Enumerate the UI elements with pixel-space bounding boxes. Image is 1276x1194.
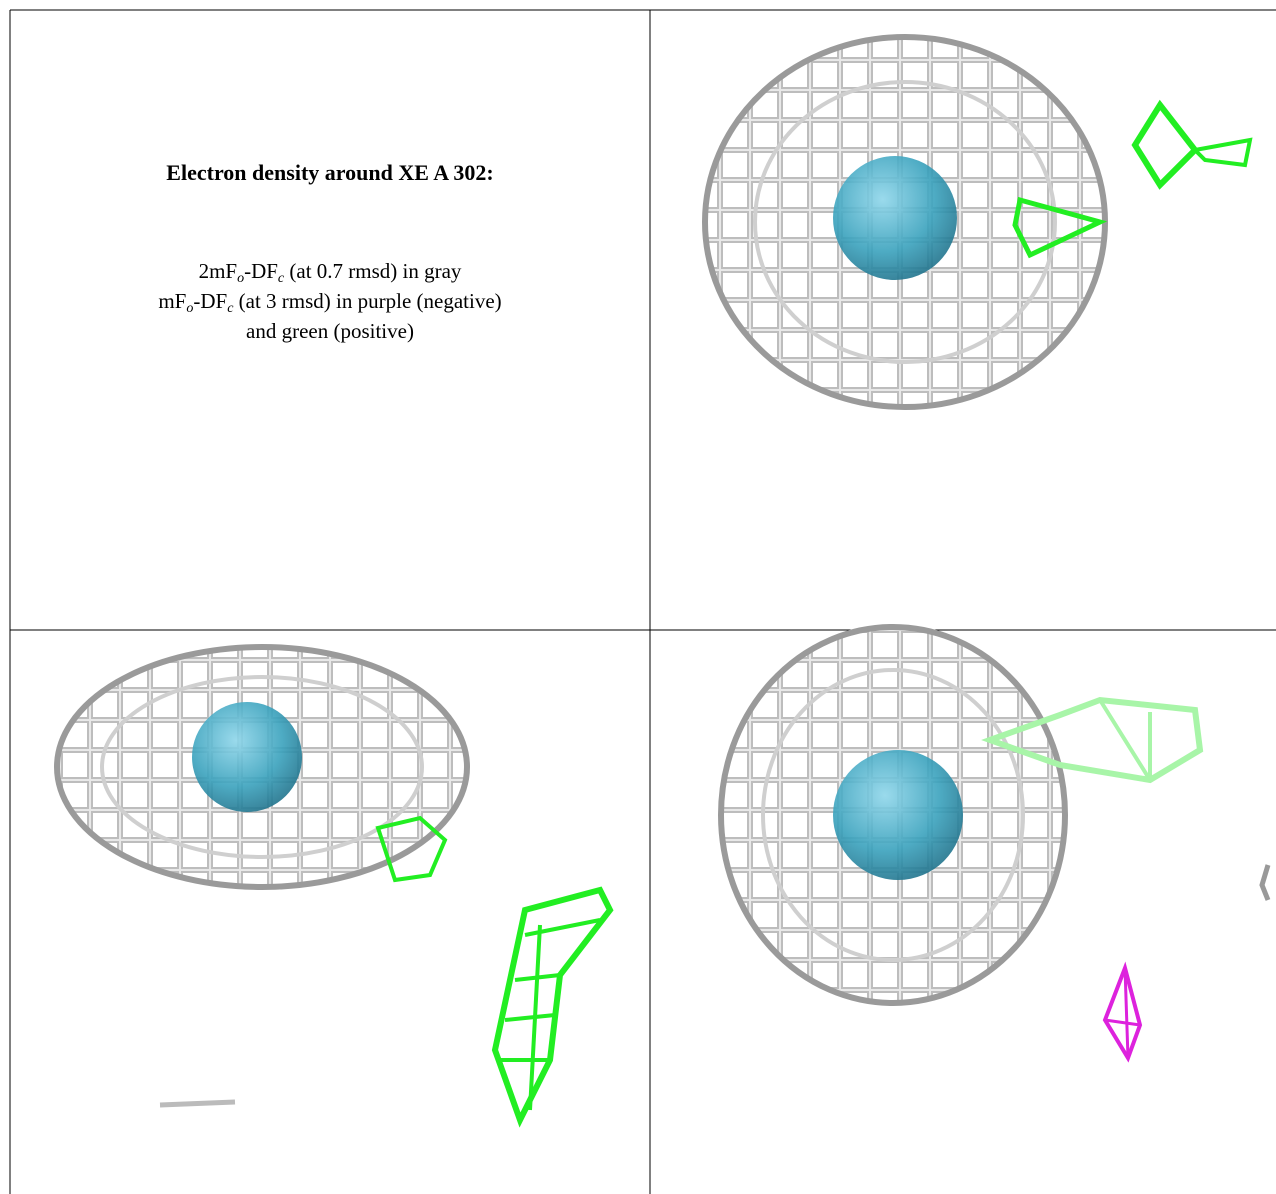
subscript: c xyxy=(227,301,234,316)
text: -DF xyxy=(193,289,228,313)
legend-line: and green (positive) xyxy=(246,319,414,343)
subscript: o xyxy=(237,271,245,286)
text: (at 3 rmsd) in purple (negative) xyxy=(233,289,502,313)
text: -DF xyxy=(244,259,278,283)
caption: Electron density around XE A 302: 2mFo-D… xyxy=(10,160,650,346)
subscript: c xyxy=(277,271,285,286)
text: mF xyxy=(158,289,187,313)
density-panel xyxy=(702,34,1253,410)
density-panel xyxy=(718,624,1271,1063)
density-panel xyxy=(54,644,614,1128)
table-borders xyxy=(9,9,1276,1194)
text: 2mF xyxy=(198,259,238,283)
caption-title: Electron density around XE A 302: xyxy=(166,160,494,185)
text: (at 0.7 rmsd) in gray xyxy=(284,259,462,283)
legend-line: mFo-DFc (at 3 rmsd) in purple (negative) xyxy=(10,286,650,316)
subscript: o xyxy=(186,301,194,316)
legend-line: 2mFo-DFc (at 0.7 rmsd) in gray xyxy=(10,256,650,286)
